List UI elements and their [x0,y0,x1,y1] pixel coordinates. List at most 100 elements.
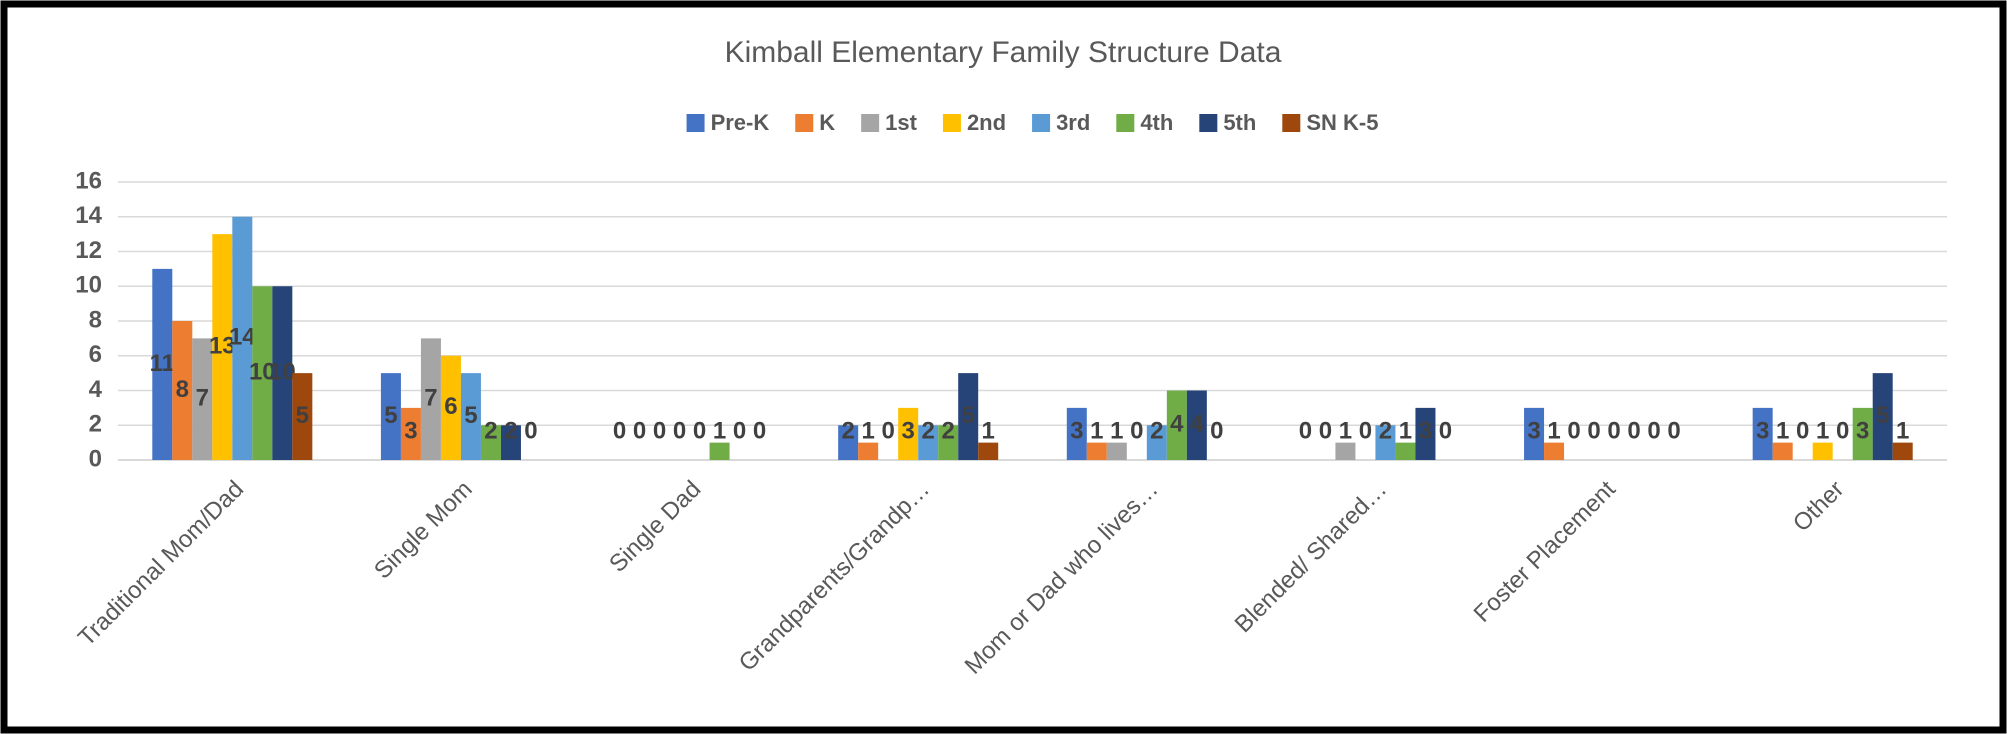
data-label: 0 [1587,417,1600,444]
bar [1524,407,1545,460]
data-label: 6 [444,393,457,420]
bar [420,338,441,460]
data-label: 0 [1647,417,1660,444]
bar [1772,442,1793,460]
bar [380,373,401,460]
data-label: 1 [1896,417,1909,444]
y-tick-label: 6 [89,341,102,368]
bar [252,286,273,460]
data-label: 0 [753,417,766,444]
bar [1086,442,1107,460]
data-label: 1 [1339,417,1352,444]
data-label: 5 [962,402,975,429]
data-label: 1 [1547,417,1560,444]
bar [1375,425,1396,460]
bar [1335,442,1356,460]
data-label: 1 [1816,417,1829,444]
bar [1066,407,1087,460]
data-label: 2 [1150,417,1163,444]
y-tick-label: 16 [75,167,102,194]
bar [838,425,859,460]
bar [1415,407,1436,460]
data-label: 3 [1856,417,1869,444]
data-label: 2 [484,417,497,444]
y-tick-label: 8 [89,306,102,333]
bar [938,425,959,460]
legend-label: 3rd [1056,110,1090,135]
legend-label: SN K-5 [1306,110,1378,135]
data-label: 0 [1319,417,1332,444]
data-label: 5 [464,402,477,429]
data-label: 0 [1836,417,1849,444]
legend-label: Pre-K [711,110,770,135]
data-label: 2 [1379,417,1392,444]
data-label: 4 [1170,411,1184,438]
bar [1544,442,1565,460]
legend-label: 4th [1140,110,1173,135]
data-label: 3 [1756,417,1769,444]
bar [858,442,879,460]
data-label: 0 [1567,417,1580,444]
data-label: 0 [733,417,746,444]
bar [292,373,313,460]
data-label: 5 [384,402,397,429]
data-label: 0 [693,417,706,444]
bar [1146,425,1167,460]
y-tick-label: 4 [89,376,103,403]
data-label: 3 [1527,417,1540,444]
legend-label: 1st [885,110,917,135]
bar [958,373,979,460]
bar [898,407,919,460]
data-label: 0 [1130,417,1143,444]
legend-label: 5th [1223,110,1256,135]
data-label: 0 [1299,417,1312,444]
data-label: 1 [1399,417,1412,444]
bar [400,407,421,460]
data-label: 0 [1359,417,1372,444]
bar [1812,442,1833,460]
bar [232,216,253,460]
data-label: 0 [633,417,646,444]
bar [440,355,461,460]
legend-swatch [861,114,880,132]
legend-swatch [1116,114,1135,132]
chart-title: Kimball Elementary Family Structure Data [725,36,1282,69]
bar [978,442,999,460]
bar [500,425,521,460]
data-label: 3 [404,417,417,444]
y-tick-label: 2 [89,411,102,438]
legend-swatch [1282,114,1301,132]
bar [1752,407,1773,460]
data-label: 7 [424,385,437,412]
data-label: 0 [673,417,686,444]
data-label: 2 [841,417,854,444]
data-label: 0 [1607,417,1620,444]
y-tick-label: 10 [75,272,102,299]
legend-swatch [1032,114,1051,132]
legend-label: K [819,110,835,135]
data-label: 3 [902,417,915,444]
legend-label: 2nd [967,110,1006,135]
legend: Pre-K K 1st 2nd 3rd 4th 5th SN K-5 [686,110,1378,135]
bar [152,268,173,460]
bar [1872,373,1893,460]
data-label: 0 [1627,417,1640,444]
data-label: 0 [1439,417,1452,444]
legend-swatch [686,114,705,132]
data-label: 13 [209,332,236,359]
data-label: 3 [1419,417,1432,444]
data-label: 0 [653,417,666,444]
data-label: 11 [150,350,175,377]
data-label: 4 [1190,411,1204,438]
bar [272,286,293,460]
data-label: 14 [229,324,256,351]
bar [1106,442,1127,460]
bar [1395,442,1416,460]
y-tick-label: 0 [89,445,102,472]
data-label: 7 [196,385,209,412]
data-label: 0 [1796,417,1809,444]
data-label: 10 [269,358,296,385]
data-label: 2 [942,417,955,444]
bar [480,425,501,460]
data-label: 5 [296,402,309,429]
